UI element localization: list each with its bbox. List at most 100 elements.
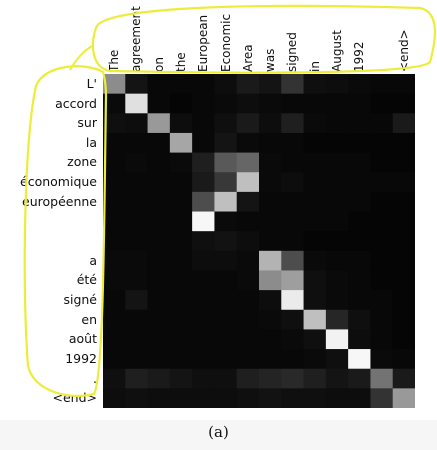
attention-heatmap — [103, 74, 415, 408]
heatmap-cell — [303, 349, 327, 370]
heatmap-cell — [169, 191, 193, 212]
heatmap-cell — [125, 113, 148, 134]
heatmap-cell — [169, 93, 193, 114]
heatmap-cell — [192, 368, 215, 389]
heatmap-cell — [370, 349, 394, 370]
heatmap-cell — [325, 388, 349, 408]
heatmap-cell — [370, 152, 394, 173]
heatmap-cell — [125, 152, 148, 173]
heatmap-cell — [392, 211, 415, 232]
heatmap-cell — [303, 270, 327, 291]
heatmap-cell — [214, 113, 238, 134]
row-label: zone — [67, 154, 97, 170]
heatmap-cell — [192, 191, 215, 212]
heatmap-cell — [303, 368, 327, 389]
heatmap-cell — [169, 152, 193, 173]
heatmap-cell — [147, 191, 171, 212]
heatmap-cell — [259, 231, 282, 252]
heatmap-cell — [192, 250, 215, 271]
heatmap-cell — [348, 132, 371, 153]
heatmap-cell — [281, 211, 304, 232]
heatmap-cell — [303, 290, 327, 311]
heatmap-cell — [348, 309, 371, 330]
heatmap-cell — [281, 132, 304, 153]
connector-stroke — [69, 45, 93, 71]
heatmap-cell — [281, 113, 304, 134]
heatmap-cell — [125, 290, 148, 311]
heatmap-cell — [214, 290, 238, 311]
row-label: européenne — [22, 193, 97, 209]
heatmap-cell — [214, 152, 238, 173]
heatmap-cell — [370, 290, 394, 311]
heatmap-cell — [192, 309, 215, 330]
heatmap-cell — [348, 211, 371, 232]
heatmap-cell — [281, 290, 304, 311]
heatmap-cell — [281, 152, 304, 173]
heatmap-cell — [236, 93, 260, 114]
heatmap-cell — [348, 368, 371, 389]
heatmap-cell — [125, 132, 148, 153]
heatmap-cell — [325, 349, 349, 370]
heatmap-cell — [236, 231, 260, 252]
heatmap-cell — [281, 74, 304, 95]
heatmap-cell — [169, 113, 193, 134]
heatmap-cell — [236, 368, 260, 389]
heatmap-cell — [125, 93, 148, 114]
row-label: été — [76, 272, 97, 288]
row-label: signé — [63, 291, 97, 307]
heatmap-cell — [281, 388, 304, 408]
heatmap-cell — [392, 74, 415, 95]
heatmap-cell — [147, 388, 171, 408]
heatmap-cell — [214, 132, 238, 153]
heatmap-cell — [259, 250, 282, 271]
heatmap-cell — [325, 152, 349, 173]
heatmap-cell — [259, 309, 282, 330]
heatmap-cell — [348, 250, 371, 271]
heatmap-cell — [259, 349, 282, 370]
heatmap-cell — [214, 231, 238, 252]
heatmap-cell — [325, 270, 349, 291]
heatmap-cell — [147, 231, 171, 252]
heatmap-cell — [169, 74, 193, 95]
heatmap-cell — [236, 270, 260, 291]
heatmap-cell — [192, 270, 215, 291]
heatmap-cell — [370, 113, 394, 134]
heatmap-cell — [236, 349, 260, 370]
heatmap-cell — [281, 270, 304, 291]
heatmap-cell — [348, 93, 371, 114]
heatmap-cell — [236, 290, 260, 311]
heatmap-cell — [370, 231, 394, 252]
heatmap-cell — [370, 368, 394, 389]
heatmap-cell — [214, 191, 238, 212]
heatmap-cell — [169, 388, 193, 408]
heatmap-cell — [303, 231, 327, 252]
heatmap-cell — [214, 270, 238, 291]
heatmap-cell — [125, 329, 148, 350]
heatmap-cell — [192, 172, 215, 193]
heatmap-cell — [259, 74, 282, 95]
heatmap-cell — [214, 368, 238, 389]
heatmap-cell — [259, 270, 282, 291]
heatmap-cell — [192, 329, 215, 350]
row-label: 1992 — [65, 350, 97, 366]
heatmap-cell — [370, 172, 394, 193]
heatmap-cell — [392, 152, 415, 173]
heatmap-cell — [125, 349, 148, 370]
heatmap-cell — [348, 191, 371, 212]
heatmap-cell — [325, 250, 349, 271]
heatmap-cell — [259, 290, 282, 311]
heatmap-cell — [169, 290, 193, 311]
heatmap-cell — [147, 152, 171, 173]
heatmap-cell — [192, 349, 215, 370]
heatmap-cell — [103, 368, 126, 389]
heatmap-cell — [392, 309, 415, 330]
heatmap-cell — [169, 368, 193, 389]
heatmap-cell — [392, 191, 415, 212]
row-label: accord — [55, 95, 97, 111]
heatmap-cell — [169, 349, 193, 370]
heatmap-cell — [281, 368, 304, 389]
heatmap-cell — [348, 172, 371, 193]
heatmap-cell — [392, 113, 415, 134]
heatmap-cell — [392, 290, 415, 311]
page-bottom-band — [0, 420, 437, 450]
